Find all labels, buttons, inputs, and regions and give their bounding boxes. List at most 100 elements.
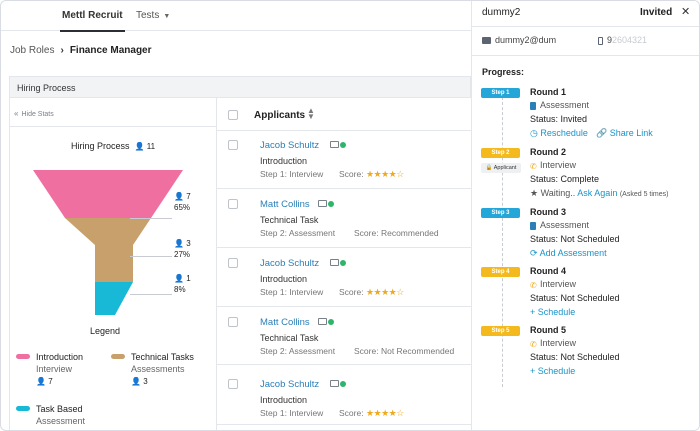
share-link[interactable]: 🔗 Share Link [596,128,653,139]
funnel-chart [33,170,183,315]
table-row[interactable]: Matt Collins Technical Task Step 2: Asse… [217,189,471,248]
phone-icon: ✆ [530,339,537,349]
round-title: Round 4 [530,266,566,276]
legend-swatch [111,354,125,359]
breadcrumb-job-roles[interactable]: Job Roles [10,45,55,56]
step-pill: Step 1 [481,88,520,98]
applicants-header: Applicants ▲ ▼ [217,98,471,131]
legend-sub: Assessment [36,416,86,426]
document-icon [530,221,536,230]
applicant-stage: Technical Task [260,215,319,225]
step-pill: Step 3 [481,208,520,218]
legend-sub: Assessments [131,364,185,374]
candidate-phone: 92604321 [598,35,647,45]
table-row[interactable]: Jacob Schultz Introduction Step 1: Inter… [217,131,471,189]
step-pill: Step 2 [481,148,520,158]
table-row[interactable]: Matt Collins Technical Task Step 2: Asse… [217,307,471,365]
hide-stats-button[interactable]: «Hide Stats [14,109,54,118]
schedule-link[interactable]: + Schedule [530,307,575,317]
legend-item-technical: Technical Tasks Assessments 👤 3 [111,352,194,386]
phone-icon [598,36,603,45]
row-checkbox[interactable] [228,379,238,389]
hide-stats-label: Hide Stats [21,111,54,118]
funnel-title-label: Hiring Process [71,141,130,151]
round-type-label: Interview [540,279,577,289]
add-assessment-link[interactable]: ⟳ Add Assessment [530,248,607,259]
row-checkbox[interactable] [228,317,238,327]
legend-count-value: 7 [48,377,53,386]
sort-icon[interactable]: ▲ ▼ [307,106,315,121]
leader-line [130,256,172,257]
legend-title: Legend [90,326,121,336]
applicant-name[interactable]: Jacob Schultz [260,379,320,390]
star-rating: ★★★★☆ [365,287,404,297]
round-type-label: Assessment [540,220,590,230]
applicant-stage: Introduction [260,274,308,284]
score-text: Not Recommended [380,346,455,356]
star-rating: ★★★★☆ [365,169,404,179]
funnel-total: 👤 11 [135,142,156,151]
round-type: Assessment [530,100,589,110]
legend-count: 👤 7 [36,377,83,386]
reschedule-link[interactable]: ◷ Reschedule [530,128,588,139]
phone-icon: ✆ [530,161,537,171]
score-label: Score: [354,228,379,238]
tab-tests-label: Tests [136,10,160,21]
applicant-name[interactable]: Jacob Schultz [260,140,320,151]
tab-mettl-recruit[interactable]: Mettl Recruit [60,10,125,32]
breadcrumb-current: Finance Manager [69,45,152,56]
applicant-name[interactable]: Matt Collins [260,199,310,210]
row-checkbox[interactable] [228,258,238,268]
chevron-right-icon: › [60,45,64,56]
legend-count: 👤 3 [131,377,194,386]
tab-tests[interactable]: Tests ▼ [136,10,170,21]
round-status: Status: Not Scheduled [530,352,620,362]
verified-id-icon [318,318,334,325]
breadcrumb: Job Roles › Finance Manager [10,45,152,56]
stats-panel: «Hide Stats Hiring Process 👤 11 👤 7 65% 👤 … [9,98,217,430]
select-all-checkbox[interactable] [228,110,238,120]
candidate-email: dummy2@dum [482,35,556,45]
phone-icon: ✆ [530,280,537,290]
leader-line [130,294,172,295]
score-label: Score: [354,346,379,356]
legend-title-text: Task Based [36,404,83,414]
row-checkbox[interactable] [228,140,238,150]
funnel-segment-technical-tasks [65,218,151,282]
person-icon: 👤 [174,239,184,248]
stat-introduction: 👤 7 65% [174,191,191,213]
refresh-icon: ⟳ [530,248,538,258]
person-icon: 👤 [174,274,184,283]
stat-technical-count: 3 [186,239,191,248]
applicant-score: Score: Not Recommended [354,346,454,356]
table-row[interactable]: Jacob Schultz Introduction Step 1: Inter… [217,365,471,425]
applicant-name[interactable]: Matt Collins [260,317,310,328]
legend-swatch [16,354,30,359]
round-status: Status: Complete [530,174,600,184]
schedule-link[interactable]: + Schedule [530,366,575,376]
funnel-segment-introduction [33,170,183,218]
applicant-score: Score: ★★★★☆ [339,287,404,298]
applicant-score: Score: Recommended [354,228,439,238]
legend-count-value: 3 [143,377,148,386]
stat-task-based: 👤 1 8% [174,273,191,295]
applicant-name[interactable]: Jacob Schultz [260,258,320,269]
close-icon[interactable]: ✕ [681,6,691,18]
round-type-label: Interview [540,338,577,348]
ask-again-link[interactable]: Ask Again [577,188,618,198]
table-row[interactable]: Jacob Schultz Introduction Step 1: Inter… [217,248,471,307]
row-checkbox[interactable] [228,199,238,209]
legend-sub: Interview [36,364,73,374]
legend-item-task-based: Task Based Assessment [16,404,86,426]
applicant-stage: Introduction [260,395,308,405]
applicant-step: Step 1: Interview [260,287,324,297]
funnel-segment-task-based [95,282,133,315]
hiring-process-title: Hiring Process [17,83,76,93]
share-link-label: Share Link [609,128,653,138]
double-chevron-left-icon: « [14,109,19,118]
reschedule-icon: ◷ [530,128,538,138]
applicants-title: Applicants [254,110,306,121]
applicant-score: Score: ★★★★☆ [339,169,404,180]
phone-visible: 9 [607,35,613,45]
verified-id-icon [330,141,346,148]
